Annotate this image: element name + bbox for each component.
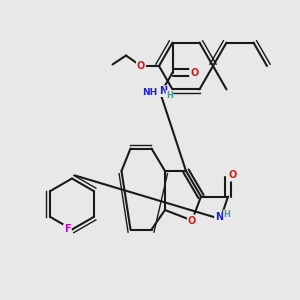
Text: O: O — [188, 215, 196, 226]
Text: H: H — [224, 210, 230, 219]
Text: O: O — [190, 68, 199, 78]
Text: H: H — [166, 91, 173, 100]
Text: N: N — [159, 86, 168, 96]
Text: N: N — [215, 212, 223, 223]
Text: O: O — [228, 170, 237, 181]
Text: F: F — [64, 224, 71, 235]
Text: NH: NH — [142, 88, 158, 97]
Text: O: O — [137, 61, 145, 71]
